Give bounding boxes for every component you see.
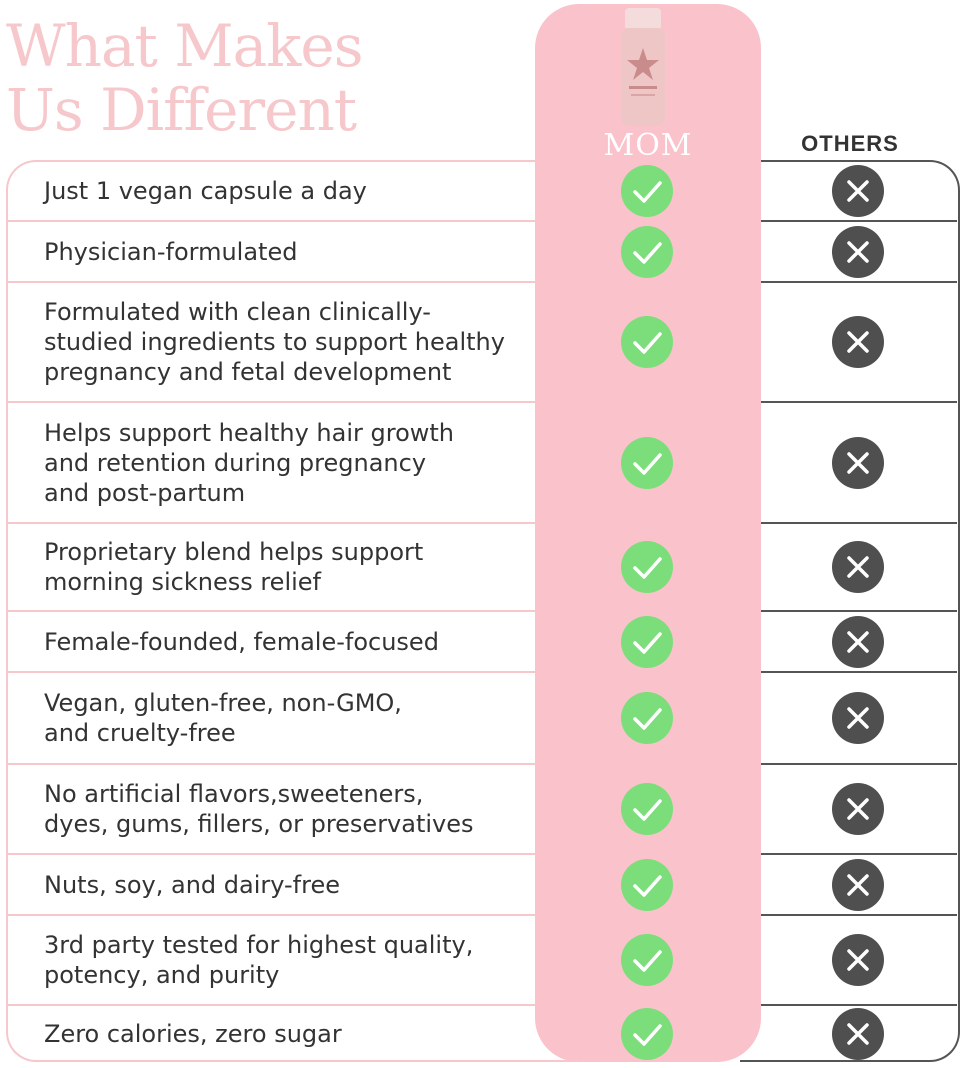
row-divider (761, 1004, 957, 1006)
row-label: Female-founded, female-focused (44, 627, 439, 656)
check-icon (621, 692, 673, 744)
table-row: Proprietary blend helps support morning … (0, 523, 962, 612)
table-row: Female-founded, female-focused (0, 611, 962, 673)
x-icon (832, 934, 884, 986)
row-label: No artificial flavors,sweeteners, dyes, … (44, 780, 474, 838)
row-divider (761, 853, 957, 855)
row-divider (8, 522, 535, 524)
row-divider (8, 610, 535, 612)
x-icon (832, 436, 884, 489)
check-icon (621, 858, 673, 911)
features-frame (6, 160, 576, 1062)
x-icon (832, 164, 884, 217)
table-row: Just 1 vegan capsule a day (0, 160, 962, 222)
table-row: Zero calories, zero sugar (0, 1005, 962, 1062)
check-icon (621, 783, 673, 835)
others-column-label: OTHERS (801, 131, 899, 156)
x-icon (832, 692, 884, 744)
row-label: Helps support healthy hair growth and re… (44, 418, 455, 507)
table-row: Nuts, soy, and dairy-free (0, 854, 962, 916)
table-row: Helps support healthy hair growth and re… (0, 402, 962, 524)
row-divider (761, 522, 957, 524)
row-divider (8, 281, 535, 283)
row-divider (761, 671, 957, 673)
title-line-2: Us Different (6, 76, 357, 144)
check-icon (621, 1007, 673, 1060)
table-row: Physician-formulated (0, 221, 962, 283)
row-label: Vegan, gluten-free, non-GMO, and cruelty… (44, 689, 402, 747)
row-divider (761, 610, 957, 612)
x-icon (832, 783, 884, 835)
check-icon (621, 934, 673, 986)
check-icon (621, 541, 673, 593)
row-divider (8, 671, 535, 673)
others-frame (740, 160, 960, 1062)
row-label: Nuts, soy, and dairy-free (44, 870, 341, 899)
check-icon (621, 615, 673, 668)
table-row: 3rd party tested for highest quality, po… (0, 915, 962, 1006)
row-divider (8, 220, 535, 222)
row-divider (8, 401, 535, 403)
x-icon (832, 1007, 884, 1060)
x-icon (832, 615, 884, 668)
supplement-bottle-icon (621, 8, 665, 126)
row-divider (8, 763, 535, 765)
check-icon (621, 436, 673, 489)
row-divider (761, 281, 957, 283)
check-icon (621, 225, 673, 278)
row-label: Proprietary blend helps support morning … (44, 538, 424, 596)
comparison-table: Just 1 vegan capsule a day Physician-for… (0, 160, 962, 1062)
row-divider (8, 1004, 535, 1006)
x-icon (832, 316, 884, 368)
table-row: Vegan, gluten-free, non-GMO, and cruelty… (0, 672, 962, 765)
row-divider (761, 401, 957, 403)
row-label: Zero calories, zero sugar (44, 1019, 342, 1048)
check-icon (621, 164, 673, 217)
product-column-label: MOM (603, 128, 693, 163)
row-label: Formulated with clean clinically- studie… (44, 298, 505, 386)
check-icon (621, 316, 673, 368)
x-icon (832, 858, 884, 911)
row-divider (8, 853, 535, 855)
row-label: Just 1 vegan capsule a day (44, 176, 367, 205)
row-label: 3rd party tested for highest quality, po… (44, 931, 474, 989)
row-divider (8, 914, 535, 916)
x-icon (832, 225, 884, 278)
table-row: No artificial flavors,sweeteners, dyes, … (0, 764, 962, 855)
title-line-1: What Makes (6, 12, 363, 80)
page-title: What Makes Us Different (6, 14, 363, 142)
row-divider (761, 763, 957, 765)
table-row: Formulated with clean clinically- studie… (0, 282, 962, 403)
row-label: Physician-formulated (44, 237, 298, 266)
x-icon (832, 541, 884, 593)
row-divider (761, 914, 957, 916)
row-divider (761, 220, 957, 222)
